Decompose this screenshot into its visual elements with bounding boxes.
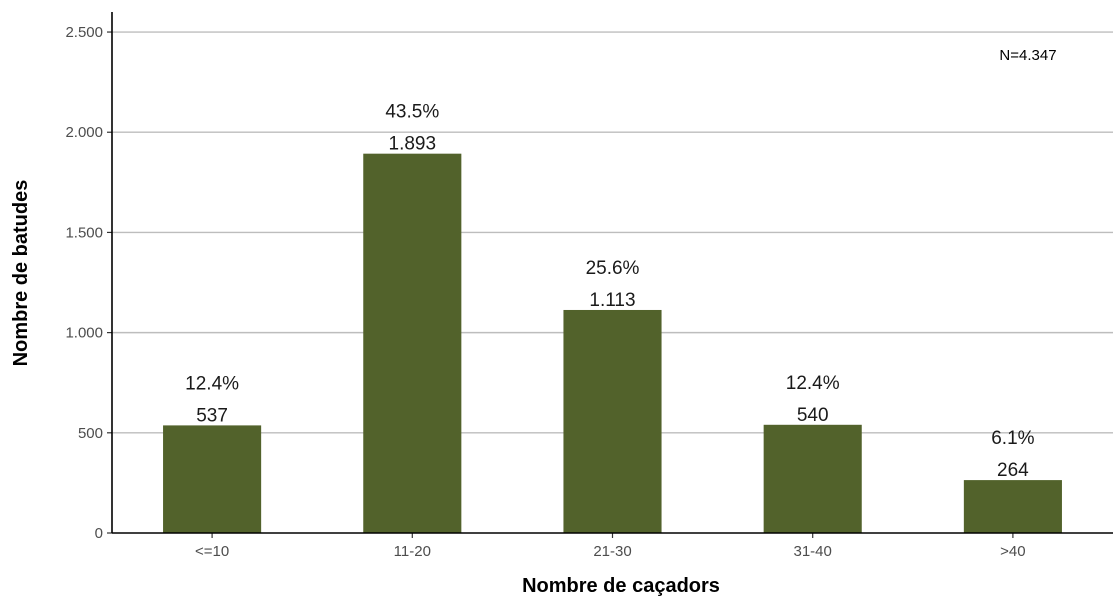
bar-value-label: 264: [997, 460, 1029, 481]
bar-percent-label: 25.6%: [586, 258, 640, 279]
y-tick-label: 0: [95, 525, 103, 542]
bar: [163, 425, 262, 533]
y-tick-label: 2.500: [65, 24, 103, 41]
y-tick-label: 1.000: [65, 325, 103, 342]
bar: [763, 424, 862, 533]
bar-value-label: 1.113: [589, 290, 635, 311]
bar-percent-label: 12.4%: [786, 373, 840, 394]
bar: [963, 480, 1062, 533]
n-annotation: N=4.347: [999, 47, 1056, 64]
axes: [107, 12, 1113, 538]
bar: [563, 309, 662, 533]
bar-percent-label: 12.4%: [185, 373, 239, 394]
bar-labels: 537 12.4% 1.893 43.5% 1.113 25.6% 540 12.4% 264 6…: [185, 102, 1034, 481]
x-tick-label: 31-40: [794, 543, 832, 560]
y-tick-labels: 0 500 1.000 1.500 2.000 2.500: [65, 24, 103, 542]
grid-lines: [112, 31, 1113, 434]
x-tick-label: 11-20: [394, 543, 431, 560]
bar-percent-label: 43.5%: [385, 102, 439, 123]
y-axis-title: Nombre de batudes: [10, 180, 32, 367]
x-axis-title: Nombre de caçadors: [522, 575, 720, 597]
bars: [163, 153, 1062, 533]
bar: [363, 153, 462, 533]
x-tick-labels: <=10 11-20 21-30 31-40 >40: [195, 543, 1026, 560]
x-tick-label: >40: [1000, 543, 1025, 560]
y-tick-label: 1.500: [65, 224, 103, 241]
bar-value-label: 537: [196, 405, 228, 426]
x-tick-label: 21-30: [593, 543, 631, 560]
bar-percent-label: 6.1%: [991, 428, 1034, 449]
y-tick-label: 2.000: [65, 124, 103, 141]
bar-value-label: 1.893: [389, 134, 437, 155]
x-tick-label: <=10: [195, 543, 229, 560]
y-tick-label: 500: [78, 425, 103, 442]
bar-value-label: 540: [797, 405, 829, 426]
